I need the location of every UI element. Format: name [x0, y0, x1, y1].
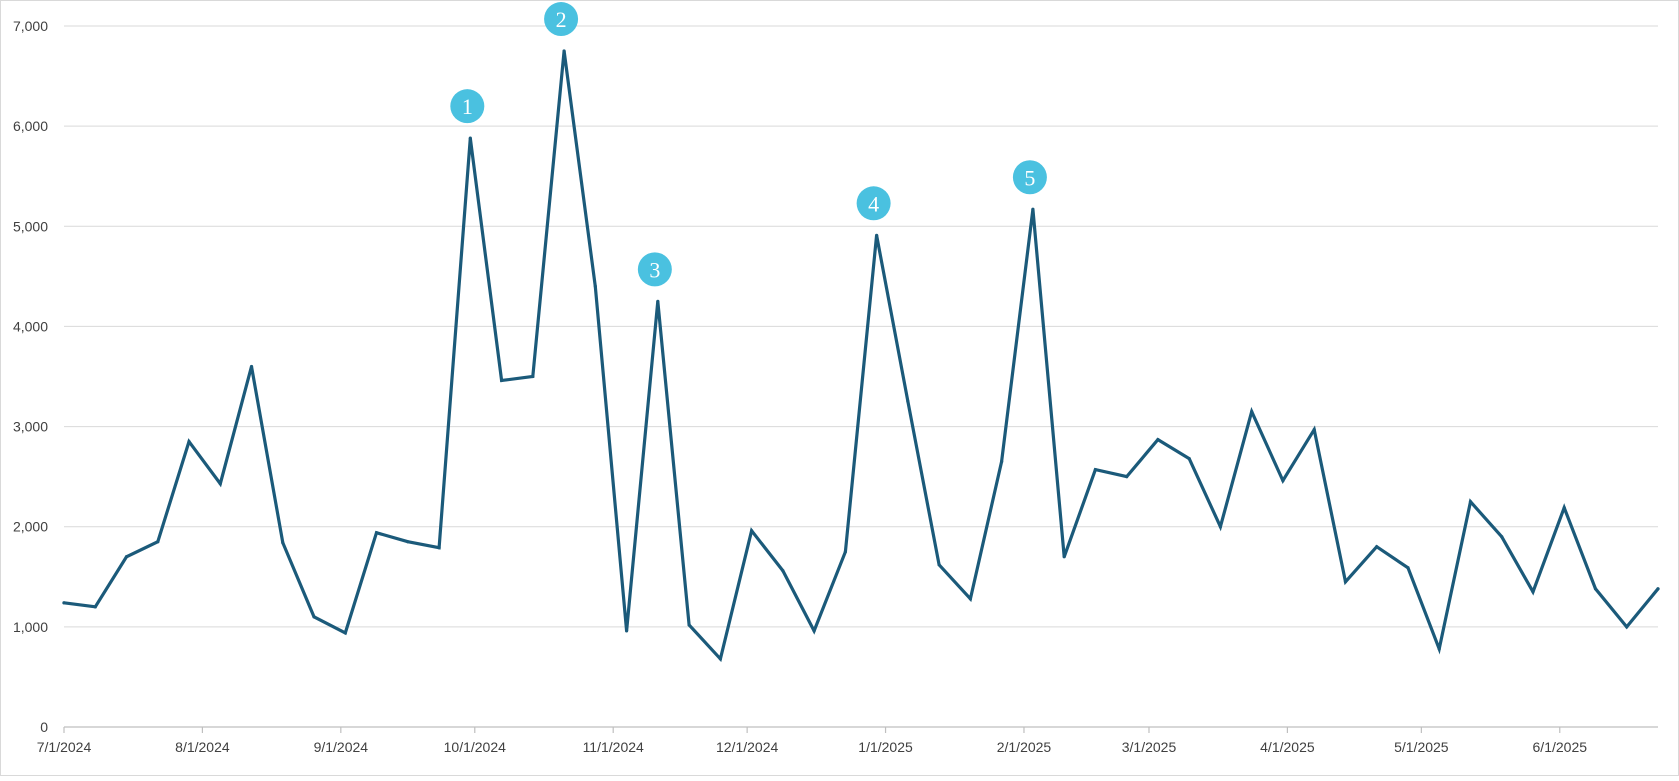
annotation-marker: 3 — [637, 252, 672, 287]
data-point — [499, 378, 504, 383]
y-tick-label: 3,000 — [13, 419, 48, 435]
data-point — [937, 563, 941, 567]
y-axis-tick-labels: 0 1,000 2,000 3,000 4,000 5,000 6,000 7,000 — [13, 18, 48, 735]
x-tick-label: 9/1/2024 — [314, 739, 369, 755]
data-point — [1218, 525, 1223, 529]
annotation-marker: 4 — [856, 186, 891, 221]
data-point — [1406, 566, 1410, 570]
data-point — [218, 482, 222, 486]
data-point — [718, 657, 722, 661]
data-point — [1031, 207, 1035, 211]
series-layer — [62, 49, 1660, 663]
data-point — [124, 555, 129, 559]
data-point — [562, 49, 566, 53]
data-point — [1093, 468, 1098, 472]
data-point — [1625, 625, 1629, 629]
series-line — [62, 50, 1660, 663]
gridlines — [64, 25, 1658, 628]
annotation-circle — [637, 252, 672, 287]
data-point — [281, 541, 285, 545]
annotation-label: 5 — [1024, 165, 1035, 190]
data-point — [406, 540, 410, 544]
x-tick-label: 2/1/2025 — [997, 739, 1052, 755]
data-point — [750, 529, 754, 533]
y-tick-label: 0 — [40, 719, 48, 735]
x-tick-label: 8/1/2024 — [175, 739, 230, 755]
data-point — [1000, 460, 1004, 464]
data-point — [1437, 647, 1441, 651]
data-point — [624, 629, 629, 633]
annotation-circle — [450, 89, 485, 124]
annotation-markers: 1 2 3 4 5 — [450, 2, 1047, 287]
y-tick-label: 4,000 — [13, 318, 48, 334]
data-point — [1500, 535, 1504, 539]
data-point — [249, 364, 254, 369]
annotation-circle — [856, 186, 891, 221]
annotation-label: 1 — [462, 94, 473, 119]
x-tick-label: 7/1/2024 — [37, 739, 92, 755]
data-point — [1375, 545, 1379, 549]
data-point — [1343, 580, 1348, 584]
x-tick-label: 12/1/2024 — [716, 739, 778, 755]
y-tick-label: 5,000 — [13, 218, 48, 234]
data-point — [468, 136, 472, 140]
data-point — [1656, 587, 1660, 591]
y-tick-label: 2,000 — [13, 519, 48, 535]
data-point — [812, 629, 816, 633]
annotation-marker: 2 — [544, 2, 579, 37]
data-point — [1156, 437, 1160, 442]
x-tick-label: 6/1/2025 — [1533, 739, 1588, 755]
data-point — [781, 569, 785, 573]
data-point — [843, 550, 847, 554]
data-point — [187, 439, 191, 444]
y-tick-label: 7,000 — [13, 18, 48, 34]
x-axis-tick-labels: 7/1/2024 8/1/2024 9/1/2024 10/1/2024 11/1/20… — [37, 739, 1587, 755]
y-tick-label: 1,000 — [13, 619, 48, 635]
data-point — [656, 299, 660, 303]
data-point — [62, 601, 66, 605]
data-point — [1562, 506, 1566, 510]
annotation-label: 4 — [868, 191, 879, 216]
data-point — [1187, 457, 1191, 461]
data-point — [906, 399, 910, 404]
y-tick-label: 6,000 — [13, 118, 48, 134]
data-point — [968, 597, 972, 601]
data-point — [156, 540, 160, 544]
data-point — [1531, 590, 1535, 594]
data-point — [1468, 500, 1473, 504]
data-point — [1281, 479, 1285, 483]
annotation-label: 2 — [556, 7, 567, 32]
data-point — [1062, 555, 1066, 559]
annotation-marker: 1 — [450, 89, 485, 124]
data-point — [1312, 427, 1316, 432]
data-point — [437, 546, 441, 550]
x-tick-label: 4/1/2025 — [1260, 739, 1315, 755]
x-tick-label: 3/1/2025 — [1122, 739, 1177, 755]
data-point — [343, 631, 347, 635]
data-point — [593, 284, 597, 288]
x-tick-label: 11/1/2024 — [583, 739, 644, 755]
data-point — [312, 615, 316, 619]
data-point — [1125, 475, 1129, 479]
x-tick-label: 5/1/2025 — [1394, 739, 1449, 755]
annotation-label: 3 — [649, 257, 660, 282]
x-tick-label: 1/1/2025 — [858, 739, 913, 755]
data-point — [374, 531, 379, 535]
data-point — [531, 374, 535, 379]
axes — [63, 726, 1658, 733]
data-point — [1593, 587, 1598, 591]
x-tick-label: 10/1/2024 — [444, 739, 506, 755]
annotation-circle — [544, 2, 579, 37]
annotation-marker: 5 — [1012, 160, 1047, 195]
data-point — [875, 233, 879, 237]
data-point — [1250, 409, 1254, 414]
data-point — [93, 605, 97, 609]
data-point — [687, 623, 691, 627]
annotation-circle — [1012, 160, 1047, 195]
